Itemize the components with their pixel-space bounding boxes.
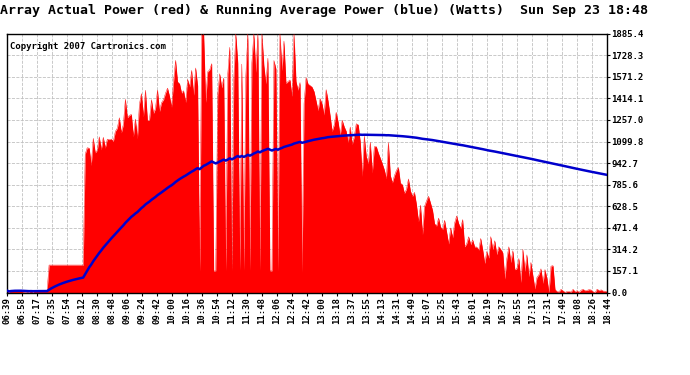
- Text: Copyright 2007 Cartronics.com: Copyright 2007 Cartronics.com: [10, 42, 166, 51]
- Text: East Array Actual Power (red) & Running Average Power (blue) (Watts)  Sun Sep 23: East Array Actual Power (red) & Running …: [0, 4, 648, 17]
